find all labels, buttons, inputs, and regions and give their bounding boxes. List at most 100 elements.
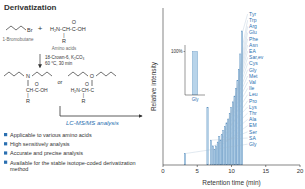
bullet-marker (4, 161, 7, 164)
x-tick (231, 165, 232, 167)
peak-leader (214, 132, 248, 146)
peak-leader (186, 144, 248, 153)
peak-label: EA (249, 48, 256, 54)
y-axis (163, 8, 164, 165)
scheme-text: CH-C-OH (26, 87, 48, 93)
inset-background (184, 44, 206, 96)
scheme-text: 1-Bromobutane (2, 37, 34, 42)
x-tick (300, 165, 301, 167)
bullet-marker (4, 142, 7, 145)
peak (210, 140, 211, 165)
inset-category-label: Gly (192, 97, 200, 102)
bullet-text: Accurate and precise analysis (10, 150, 83, 156)
scheme-text: Amino acids (52, 46, 77, 51)
peak-leaders (186, 14, 248, 154)
chart-root: DerivatizationBr1-Bromobutane+OH₂N-CH-C-… (0, 0, 305, 189)
peak-leader (217, 119, 248, 145)
peak-label: Pro (249, 98, 257, 104)
analysis-arrow (60, 106, 142, 116)
peak-label: Ala (249, 116, 256, 122)
x-tick-label: 20 (297, 168, 304, 174)
peak-label: SA (249, 135, 256, 141)
peak-label: Arg (249, 23, 257, 29)
peak-leader (235, 45, 247, 96)
product2-chain-left (68, 72, 88, 76)
x-axis-label: Retention time (min) (202, 179, 261, 187)
peak-leader (229, 70, 248, 119)
peak-leader (240, 26, 248, 69)
scheme-text: R (62, 38, 66, 44)
x-tick (197, 165, 198, 167)
peak-leader (224, 88, 248, 130)
peak-label: EM (249, 122, 257, 128)
peak-leader (237, 39, 248, 89)
bullet-marker (4, 151, 7, 154)
peak-leader (230, 64, 247, 114)
inset-x-axis (185, 95, 205, 96)
peak (184, 154, 185, 165)
y-axis-label: Relative intensity (150, 61, 158, 111)
bromobutane-chain (6, 26, 26, 30)
peak-leader (234, 51, 248, 102)
x-tick-label: 10 (228, 168, 235, 174)
peak-leader (215, 126, 247, 150)
bullet-text: Available for the stable isotope-coded d… (10, 160, 137, 173)
peak-leader (226, 82, 248, 127)
peak-leader (221, 101, 247, 140)
peak-label: Tyr (249, 11, 256, 17)
peak-label: Asn (249, 42, 258, 48)
scheme-text: LC-MS/MS analysis (66, 120, 119, 126)
peak-label: Phe (249, 36, 258, 42)
scheme-text: O (35, 81, 39, 87)
text-line: method (10, 166, 28, 172)
inset-y-tick-label: 100% (171, 49, 183, 54)
reaction-arrow (40, 54, 41, 68)
peak-label: Val (249, 79, 256, 85)
title: Derivatization (4, 3, 57, 12)
peak (228, 119, 229, 165)
peak-label: Gly (249, 141, 257, 147)
scheme-text: O (72, 19, 77, 25)
bullet-text: Applicable to various amino acids (10, 132, 92, 138)
product1-chain-left (4, 72, 24, 76)
peak-label: Met (249, 73, 258, 79)
x-tick (265, 165, 266, 167)
scheme-text: O (90, 73, 95, 79)
inset-y-axis (185, 45, 186, 95)
peak-label: Leu (249, 91, 258, 97)
bullet-text: High sensitively analysis (10, 141, 70, 147)
peak-leader (232, 57, 248, 107)
peak-label: Thr (249, 110, 257, 116)
x-tick-label: 15 (262, 168, 269, 174)
peak-label: Lys (249, 104, 257, 110)
scheme-text: N (26, 73, 30, 79)
product2-chain-right (96, 72, 116, 76)
peak-label: Trp (249, 17, 257, 23)
peak-label: Gly (249, 67, 257, 73)
peak-leader (220, 107, 248, 136)
scheme-text: H₂N-CH-C-OH (50, 26, 86, 32)
inset-y-tick (184, 51, 186, 52)
x-tick (163, 165, 164, 167)
scheme-text: R (81, 98, 85, 104)
bond (28, 80, 29, 86)
text-line: Available for the stable isotope-coded d… (10, 160, 137, 166)
scheme-text: + (38, 24, 43, 33)
product1-chain-right (32, 72, 52, 76)
peak (214, 150, 215, 165)
bars (184, 31, 242, 165)
scheme-text: or (58, 79, 63, 85)
peak-label: Sar,ev (249, 54, 264, 60)
peak-label: Ser (249, 129, 257, 135)
bullet-marker (4, 133, 7, 136)
inset-bar (193, 52, 198, 95)
scheme-text: R (26, 98, 30, 104)
peak (207, 108, 208, 165)
peak-leader (243, 14, 248, 31)
inset: Gly 100% (171, 44, 206, 102)
peak-label: Cys (249, 60, 258, 66)
peak-label: Glu (249, 29, 257, 35)
bond (92, 80, 93, 86)
peak (224, 127, 225, 165)
peak-label: Ile (249, 85, 255, 91)
